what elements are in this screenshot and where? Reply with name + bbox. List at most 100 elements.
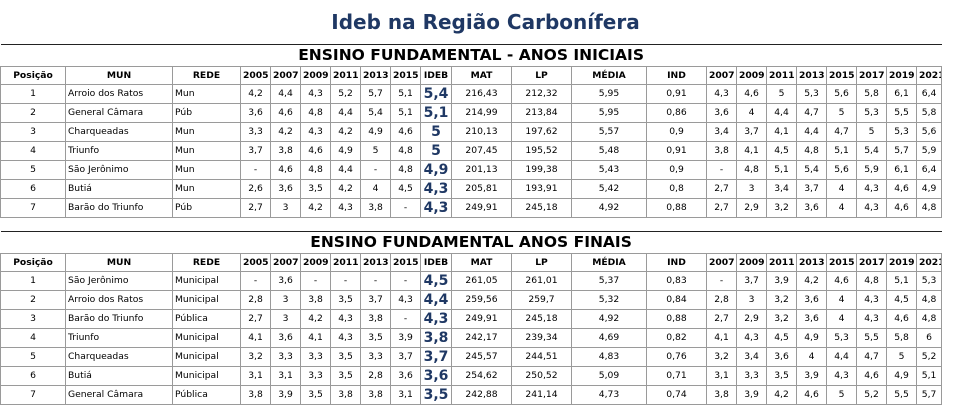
cell-y2015: 4,3 (390, 290, 421, 310)
table-row: 3 Charqueadas Mun 3,3 4,2 4,3 4,2 4,9 4,6 5 210,13… (0, 122, 943, 142)
cell-y2013: 3,8 (360, 309, 391, 329)
cell-m2019: 5,7 (886, 141, 917, 161)
cell-y2005: 3,3 (240, 122, 271, 142)
table-row: 4 Triunfo Municipal 4,1 3,6 4,1 4,3 3,5 3,9 3,8 24… (0, 328, 943, 348)
cell-m2017: 4,3 (856, 198, 887, 218)
cell-rede: Mun (172, 122, 241, 142)
cell-rede: Municipal (172, 271, 241, 291)
cell-y2009: 4,3 (300, 84, 331, 104)
cell-m2017: 5,8 (856, 84, 887, 104)
cell-y2013: 5,4 (360, 103, 391, 123)
cell-y2009: 4,8 (300, 160, 331, 180)
section-heading-row: ENSINO FUNDAMENTAL - ANOS INICIAIS (0, 44, 942, 67)
cell-y2005: 3,2 (240, 347, 271, 367)
cell-y2007: 3 (270, 198, 301, 218)
header-media: MÉDIA (571, 253, 647, 272)
cell-mat: 259,56 (451, 290, 512, 310)
cell-media: 5,48 (571, 141, 647, 161)
cell-mun: Arroio dos Ratos (65, 84, 173, 104)
cell-y2015: - (390, 271, 421, 291)
header-y2015: 2015 (390, 253, 421, 272)
cell-m2011: 4,4 (766, 103, 797, 123)
cell-m2019: 5,8 (886, 328, 917, 348)
header-mun: MUN (65, 66, 173, 85)
cell-position: 4 (0, 328, 66, 348)
cell-ideb: 4,3 (420, 179, 452, 199)
header-y2015: 2015 (390, 66, 421, 85)
cell-m2013: 3,6 (796, 198, 827, 218)
cell-m2019: 4,6 (886, 179, 917, 199)
cell-y2015: 5,1 (390, 103, 421, 123)
cell-m2017: 5,5 (856, 328, 887, 348)
cell-y2007: 3,6 (270, 179, 301, 199)
cell-lp: 250,52 (511, 366, 572, 386)
cell-m2015: 5,6 (826, 84, 857, 104)
cell-m2009: 4,3 (736, 328, 767, 348)
cell-ideb: 3,7 (420, 347, 452, 367)
cell-y2007: 3,1 (270, 366, 301, 386)
header-m2013: 2013 (796, 66, 827, 85)
table-row: 6 Butiá Mun 2,6 3,6 3,5 4,2 4 4,5 4,3 205,81 193,91… (0, 179, 943, 199)
cell-y2009: 4,1 (300, 328, 331, 348)
cell-mat: 242,17 (451, 328, 512, 348)
cell-m2019: 5,1 (886, 271, 917, 291)
cell-position: 2 (0, 290, 66, 310)
cell-media: 4,92 (571, 198, 647, 218)
cell-y2013: 3,8 (360, 385, 391, 405)
cell-lp: 199,38 (511, 160, 572, 180)
cell-y2011: 4,3 (330, 309, 361, 329)
cell-m2011: 3,6 (766, 347, 797, 367)
cell-y2011: 5,2 (330, 84, 361, 104)
header-m2017: 2017 (856, 253, 887, 272)
cell-m2017: 5,9 (856, 160, 887, 180)
cell-lp: 259,7 (511, 290, 572, 310)
header-y2009: 2009 (300, 253, 331, 272)
cell-mat: 254,62 (451, 366, 512, 386)
cell-m2011: 4,1 (766, 122, 797, 142)
cell-m2019: 5,3 (886, 122, 917, 142)
cell-m2015: 4,6 (826, 271, 857, 291)
header-m2015: 2015 (826, 253, 857, 272)
cell-m2021: 5,8 (915, 103, 943, 123)
cell-ideb: 3,8 (420, 328, 452, 348)
cell-m2007: 2,7 (706, 309, 737, 329)
cell-mun: Triunfo (65, 141, 173, 161)
cell-mun: Butiá (65, 366, 173, 386)
header-y2007: 2007 (270, 253, 301, 272)
cell-y2013: 5 (360, 141, 391, 161)
cell-lp: 241,14 (511, 385, 572, 405)
cell-mun: Butiá (65, 179, 173, 199)
cell-m2007: 4,3 (706, 84, 737, 104)
header-y2013: 2013 (360, 253, 391, 272)
cell-y2009: 4,2 (300, 309, 331, 329)
cell-y2015: 3,7 (390, 347, 421, 367)
cell-m2009: 2,9 (736, 198, 767, 218)
cell-y2015: 3,9 (390, 328, 421, 348)
cell-lp: 245,18 (511, 198, 572, 218)
cell-position: 1 (0, 84, 66, 104)
cell-lp: 239,34 (511, 328, 572, 348)
cell-mat: 205,81 (451, 179, 512, 199)
cell-m2009: 3,7 (736, 271, 767, 291)
cell-lp: 261,01 (511, 271, 572, 291)
cell-m2013: 3,6 (796, 290, 827, 310)
cell-rede: Municipal (172, 366, 241, 386)
cell-m2009: 4,8 (736, 160, 767, 180)
cell-y2009: 4,8 (300, 103, 331, 123)
header-m2011: 2011 (766, 66, 797, 85)
cell-m2019: 4,6 (886, 309, 917, 329)
cell-m2015: 4,4 (826, 347, 857, 367)
cell-m2017: 4,3 (856, 179, 887, 199)
cell-y2013: 3,8 (360, 198, 391, 218)
cell-media: 5,95 (571, 103, 647, 123)
cell-rede: Púb (172, 103, 241, 123)
cell-lp: 244,51 (511, 347, 572, 367)
cell-ideb: 5 (420, 122, 452, 142)
cell-m2017: 5,2 (856, 385, 887, 405)
cell-m2007: - (706, 160, 737, 180)
cell-ideb: 5,1 (420, 103, 452, 123)
cell-m2013: 3,6 (796, 309, 827, 329)
header-media: MÉDIA (571, 66, 647, 85)
cell-mat: 261,05 (451, 271, 512, 291)
